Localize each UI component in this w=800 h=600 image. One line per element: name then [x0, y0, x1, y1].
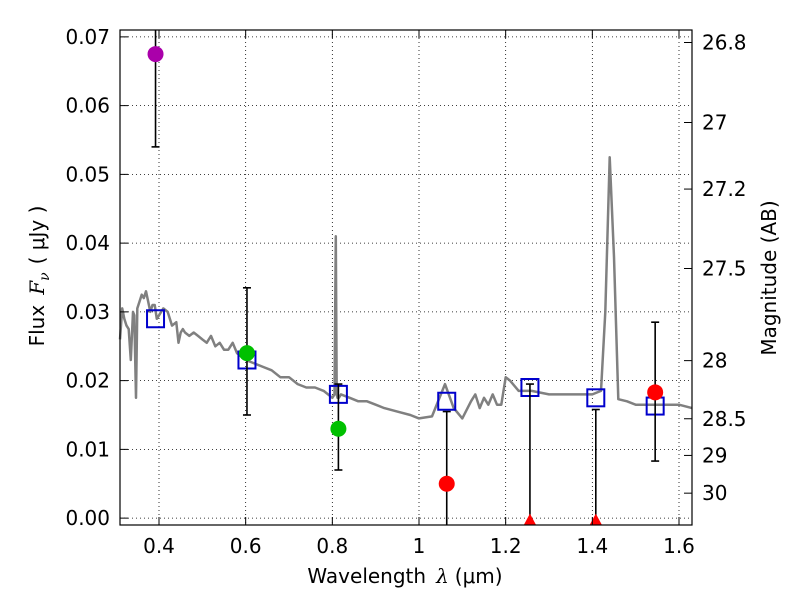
mag-tick-label: 28.5	[702, 407, 747, 431]
x-tick-label: 1.4	[576, 534, 608, 558]
y2-axis-label: Magnitude (AB)	[757, 200, 781, 355]
x-tick-label: 1.2	[490, 534, 522, 558]
x-axis-label: Wavelength λ (μm)	[307, 564, 502, 588]
model-square-marker	[586, 388, 606, 408]
mag-tick-label: 29	[702, 443, 727, 467]
mag-tick-label: 27.2	[702, 177, 747, 201]
tick-layer: 0.4 0.6 0.8 1 1.2 1.4 1.6 0.00 0.01 0.02 0.03 0.04 0…	[65, 25, 746, 558]
y-tick-label: 0.02	[65, 369, 110, 393]
y-tick-label: 0.04	[65, 231, 110, 255]
model-square-marker	[437, 391, 457, 411]
x-tick-label: 0.8	[316, 534, 348, 558]
mag-tick-label: 27	[702, 111, 727, 135]
x-tick-label: 0.6	[230, 534, 262, 558]
y-tick-label: 0.06	[65, 94, 110, 118]
x-tick-label: 0.4	[143, 534, 175, 558]
y-tick-label: 0.03	[65, 300, 110, 324]
model-square-marker	[146, 309, 166, 329]
mag-tick-label: 27.5	[702, 257, 747, 281]
upper-limit-triangle-marker	[523, 513, 537, 525]
curve-layer	[118, 155, 693, 420]
y-tick-label: 0.00	[65, 506, 110, 530]
observed-point-marker	[330, 420, 347, 437]
sed-curve	[118, 155, 693, 420]
observed-point-marker	[238, 345, 255, 362]
observed-point-marker	[147, 46, 164, 63]
y-tick-label: 0.01	[65, 437, 110, 461]
x-tick-label: 1.6	[663, 534, 695, 558]
mag-tick-label: 28	[702, 349, 727, 373]
y-tick-label: 0.05	[65, 162, 110, 186]
observed-point-marker	[438, 475, 455, 492]
y-axis-label: FluxFν( μJy )	[25, 206, 53, 347]
x-tick-label: 1	[413, 534, 426, 558]
plot-frame	[119, 29, 693, 526]
observed-point-marker	[647, 384, 664, 401]
marker-layer	[146, 30, 665, 525]
y-tick-label: 0.07	[65, 25, 110, 49]
mag-tick-label: 26.8	[702, 30, 747, 54]
mag-tick-label: 30	[702, 481, 727, 505]
